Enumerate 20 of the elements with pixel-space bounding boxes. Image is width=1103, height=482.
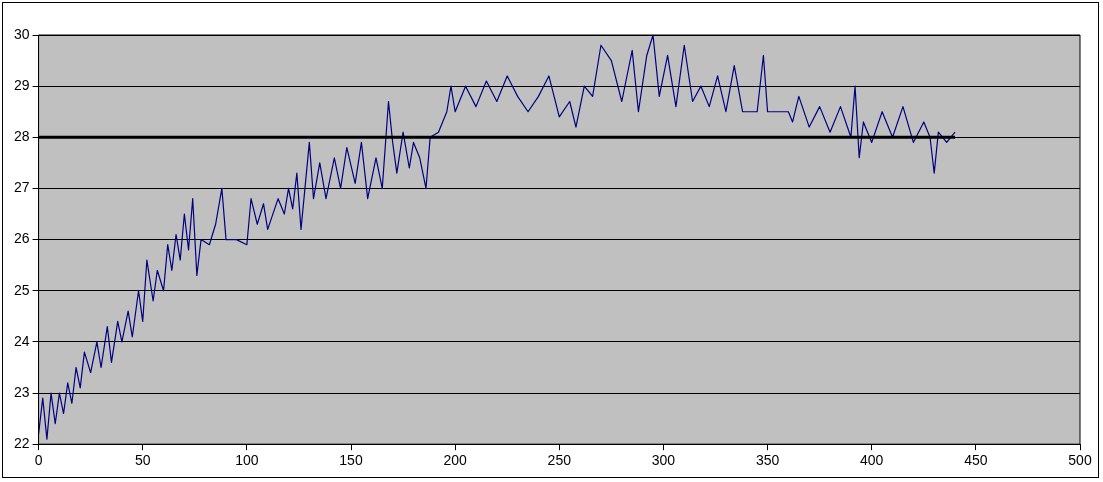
x-tick-label: 300 [651,452,676,469]
y-tick-label: 26 [13,230,30,247]
y-tick-label: 22 [13,435,30,452]
x-tick-label: 200 [443,452,468,469]
x-tick-label: 500 [1068,452,1092,469]
y-tick-label: 29 [13,77,30,94]
y-tick-label: 30 [13,25,30,42]
y-tick-label: 28 [13,128,30,145]
x-tick-label: 350 [755,452,780,469]
y-tick-label: 24 [13,332,30,349]
x-tick-label: 0 [34,452,43,469]
x-tick-label: 50 [134,452,151,469]
y-tick-label: 23 [13,383,30,400]
y-tick-label: 27 [13,179,30,196]
x-tick-label: 400 [860,452,884,469]
x-tick-label: 250 [547,452,572,469]
x-tick-label: 450 [964,452,988,469]
x-tick-label: 100 [235,452,259,469]
y-tick-label: 25 [13,281,30,298]
x-tick-label: 150 [339,452,363,469]
